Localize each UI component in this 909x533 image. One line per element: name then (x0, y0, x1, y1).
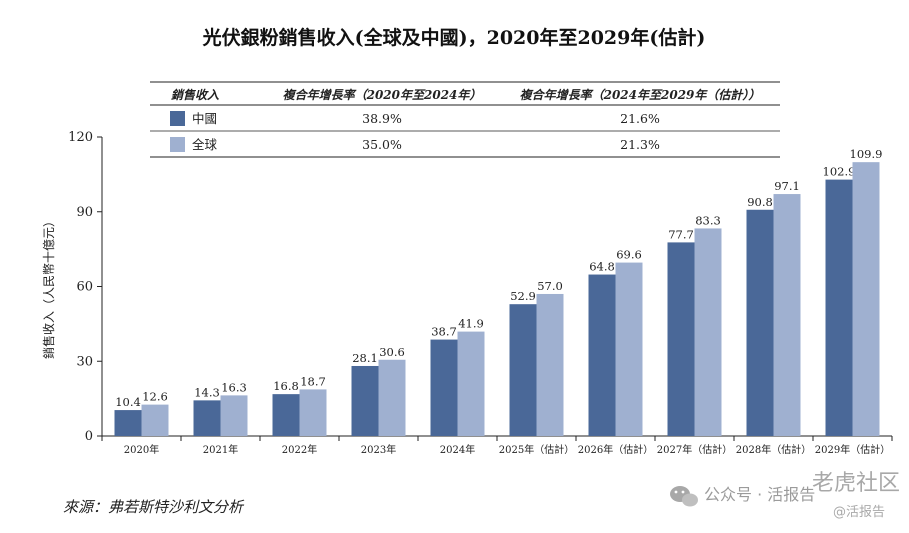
y-tick-label: 120 (68, 130, 93, 145)
y-tick-label: 90 (76, 205, 93, 220)
bar-global (457, 331, 485, 436)
y-tick-label: 60 (76, 280, 93, 295)
legend-swatch-global (170, 137, 185, 152)
table-header-cagr-2020-2024: 複合年增長率（2020年至2024年） (283, 88, 482, 102)
bar-china (825, 179, 853, 437)
data-label-china: 52.9 (510, 289, 536, 303)
table-header-label: 銷售收入 (171, 88, 219, 102)
bar-global (299, 389, 327, 436)
x-tick-label: 2024年 (440, 443, 475, 456)
x-tick-label: 2020年 (124, 443, 159, 456)
bar-global (141, 404, 169, 436)
bar-china (746, 209, 774, 436)
data-label-china: 16.8 (273, 379, 299, 393)
x-tick-label: 2027年（估計） (657, 443, 732, 456)
x-tick-label: 2028年（估計） (736, 443, 811, 456)
data-label-china: 10.4 (115, 395, 141, 409)
watermark-handle: @活报告 (833, 505, 885, 520)
legend-label-global: 全球 (192, 137, 218, 152)
table-header-cagr-2024-2029: 複合年增長率（2024年至2029年（估計）） (520, 88, 761, 102)
legend-table: 銷售收入 複合年增長率（2020年至2024年） 複合年增長率（2024年至20… (150, 81, 780, 158)
y-tick-label: 0 (85, 429, 93, 444)
bar-china (272, 394, 300, 436)
x-tick-label: 2023年 (361, 443, 396, 456)
x-tick-label: 2025年（估計） (499, 443, 574, 456)
data-label-china: 90.8 (747, 195, 773, 209)
bar-global (378, 359, 406, 436)
data-label-global: 30.6 (379, 345, 405, 359)
data-label-china: 102.9 (823, 165, 856, 179)
bar-china (430, 339, 458, 436)
data-label-global: 16.3 (221, 380, 247, 394)
bars: 10.4 12.6 14.3 16.3 16.8 18.7 28.1 30.6 38.741.9… (114, 147, 883, 437)
cagr-china-2024-2029: 21.6% (620, 111, 660, 126)
bar-china (509, 304, 537, 436)
data-label-global: 83.3 (695, 213, 721, 227)
watermark: 公众号 · 活报告 老虎社区 @活报告 (670, 471, 900, 520)
data-label-global: 109.9 (850, 147, 883, 161)
bar-global (220, 395, 248, 436)
data-label-china: 28.1 (352, 351, 378, 365)
x-tick-label: 2022年 (282, 443, 317, 456)
chart-title: 光伏銀粉銷售收入(全球及中國)，2020年至2029年(估計) (202, 26, 706, 49)
x-tick-label: 2026年（估計） (578, 443, 653, 456)
data-label-global: 41.9 (458, 317, 484, 331)
watermark-wechat: 公众号 · 活报告 (704, 485, 815, 504)
data-label-china: 77.7 (668, 227, 694, 241)
bar-china (667, 242, 695, 436)
bar-global (615, 262, 643, 436)
data-label-china: 38.7 (431, 325, 457, 339)
bar-global (773, 194, 801, 436)
data-label-china: 14.3 (194, 385, 220, 399)
y-axis-label: 銷售收入（人民幣十億元） (41, 215, 56, 359)
data-label-china: 64.8 (589, 260, 615, 274)
bar-global (694, 228, 722, 436)
cagr-china-2020-2024: 38.9% (362, 111, 402, 126)
source-note: 來源：弗若斯特沙利文分析 (63, 498, 245, 516)
cagr-global-2020-2024: 35.0% (362, 137, 402, 152)
bar-china (193, 400, 221, 436)
watermark-tiger: 老虎社区 (812, 471, 900, 496)
data-label-global: 12.6 (142, 390, 168, 404)
bar-china (351, 365, 379, 436)
x-tick-label: 2021年 (203, 443, 238, 456)
data-label-global: 57.0 (537, 279, 563, 293)
wechat-icon (670, 486, 698, 507)
data-label-global: 97.1 (774, 179, 800, 193)
x-tick-label: 2029年（估計） (815, 443, 890, 456)
legend-swatch-china (170, 111, 185, 126)
legend-label-china: 中國 (192, 111, 217, 126)
bar-global (536, 293, 564, 436)
bar-china (588, 274, 616, 436)
data-label-global: 18.7 (300, 374, 326, 388)
data-label-global: 69.6 (616, 248, 642, 262)
cagr-global-2024-2029: 21.3% (620, 137, 660, 152)
bar-china (114, 410, 142, 436)
bar-global (852, 162, 880, 436)
y-tick-label: 30 (76, 354, 93, 369)
